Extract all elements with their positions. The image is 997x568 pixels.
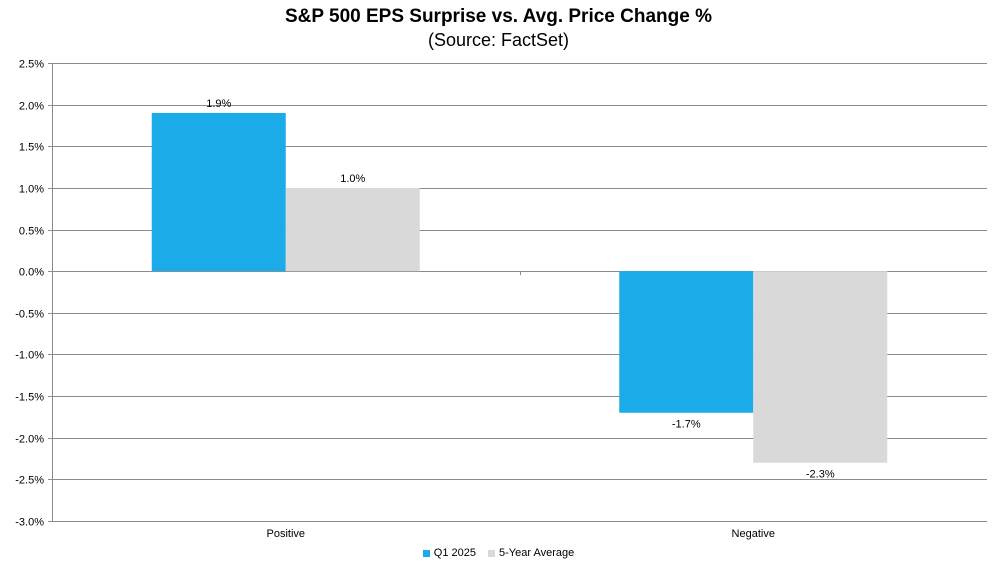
chart-legend: Q1 2025 5-Year Average	[0, 547, 997, 559]
data-label: 1.9%	[206, 98, 231, 110]
y-tick-label: -1.0%	[15, 350, 44, 362]
legend-item-5-year-average: 5-Year Average	[487, 547, 575, 559]
bar	[151, 112, 286, 272]
legend-swatch-5-year-average	[487, 549, 495, 557]
legend-item-q1-2025: Q1 2025	[422, 547, 476, 559]
bar	[753, 271, 888, 463]
y-tick-label: -1.5%	[15, 392, 44, 404]
y-tick-label: -3.0%	[15, 517, 44, 529]
y-tick-label: 1.5%	[19, 142, 44, 154]
x-category-label: Negative	[732, 528, 775, 540]
y-tick-label: 1.0%	[19, 184, 44, 196]
chart-title: S&P 500 EPS Surprise vs. Avg. Price Chan…	[285, 6, 712, 27]
y-tick-label: 2.0%	[19, 101, 44, 113]
y-tick-label: 0.5%	[19, 226, 44, 238]
legend-label-5-year-average: 5-Year Average	[498, 547, 575, 559]
data-label: -1.7%	[672, 419, 701, 431]
legend-swatch-q1-2025	[422, 549, 430, 557]
y-tick-label: 0.0%	[19, 267, 44, 279]
chart-subtitle: (Source: FactSet)	[427, 30, 570, 50]
data-label: 1.0%	[340, 173, 365, 185]
data-label: -2.3%	[806, 469, 835, 481]
bar	[619, 271, 754, 413]
y-tick-label: -2.5%	[15, 475, 44, 487]
y-tick-label: 2.5%	[19, 59, 44, 71]
bar	[285, 187, 420, 272]
x-category-label: Positive	[266, 528, 305, 540]
legend-label-q1-2025: Q1 2025	[433, 547, 476, 559]
y-tick-label: -2.0%	[15, 434, 44, 446]
y-tick-label: -0.5%	[15, 309, 44, 321]
chart-plot: 2.5% 2.0% 1.5% 1.0% 0.5% 0.0% -0.5% -1.0% -1.5% -…	[15, 59, 987, 540]
